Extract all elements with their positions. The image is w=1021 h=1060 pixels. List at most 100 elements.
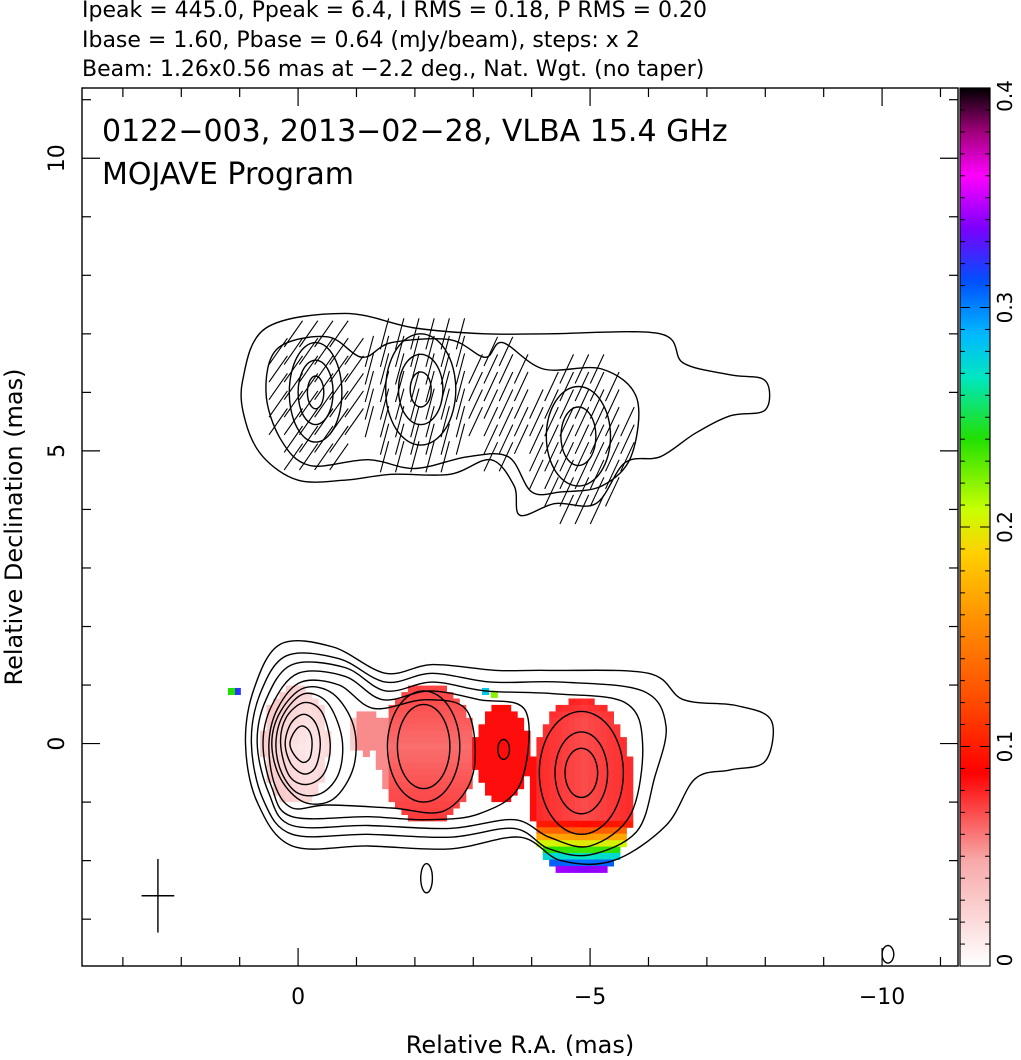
fracpol-pixel — [568, 743, 576, 751]
evpa-vector — [574, 406, 590, 437]
evpa-vector — [440, 423, 450, 455]
evpa-vector — [410, 353, 420, 385]
chart-title: 0122−003, 2013−02−28, VLBA 15.4 GHz — [102, 114, 728, 149]
fracpol-pixel — [427, 717, 435, 725]
axis-ticks: 0 −5 −10 0 5 10 — [45, 88, 958, 1010]
fracpol-pixel — [574, 788, 582, 796]
evpa-vector — [574, 441, 590, 472]
fracpol-pixel — [465, 750, 473, 757]
evpa-vector — [394, 335, 405, 368]
fracpol-pixel — [594, 704, 602, 712]
fracpol-pixel — [510, 775, 518, 783]
fracpol-pixel — [350, 717, 358, 725]
fracpol-pixel — [452, 801, 460, 809]
fracpol-pixel — [459, 737, 467, 745]
evpa-vector — [529, 389, 544, 419]
evpa-vector — [589, 406, 605, 437]
fracpol-pixel — [401, 692, 409, 700]
fracpol-pixel — [581, 859, 589, 867]
fracpol-pixel — [414, 795, 422, 803]
fracpol-pixel — [607, 827, 614, 835]
evpa-vector — [468, 354, 483, 384]
fracpol-pixel — [375, 762, 383, 770]
fracpol-pixel — [452, 775, 460, 783]
fracpol-pixel — [542, 820, 550, 828]
fracpol-pixel — [446, 717, 454, 725]
fracpol-pixel — [510, 762, 518, 770]
fracpol-pixel — [568, 814, 576, 822]
fracpol-pixel — [233, 687, 241, 695]
evpa-vector — [440, 353, 450, 385]
fracpol-pixel — [510, 717, 518, 725]
evpa-vector — [440, 318, 450, 350]
fracpol-pixel — [266, 769, 274, 777]
fracpol-pixel — [465, 775, 473, 783]
evpa-vector — [364, 335, 375, 368]
fracpol-pixel — [279, 743, 287, 751]
fracpol-pixel — [581, 698, 589, 706]
evpa-vector — [379, 353, 390, 385]
fracpol-pixel — [491, 724, 499, 732]
evpa-vector — [379, 370, 390, 403]
fracpol-pixel — [305, 788, 313, 796]
fracpol-pixel — [298, 756, 306, 764]
fracpol-pixel — [407, 762, 415, 770]
fracpol-pixel — [485, 750, 492, 757]
fracpol-pixel — [613, 743, 621, 751]
fracpol-pixel — [427, 750, 435, 757]
fracpol-pixel — [594, 795, 602, 803]
fracpol-pixel — [292, 711, 300, 719]
fracpol-pixel — [504, 743, 512, 751]
fracpol-pixel — [420, 704, 428, 712]
fracpol-pixel — [587, 833, 595, 841]
fracpol-pixel — [581, 750, 589, 757]
evpa-vector — [410, 423, 420, 455]
fracpol-pixel — [440, 685, 447, 693]
evpa-vector — [298, 408, 319, 436]
fracpol-pixel — [298, 795, 306, 803]
intensity-contour — [250, 652, 667, 857]
fracpol-pixel — [459, 743, 467, 751]
fracpol-pixel — [542, 814, 550, 822]
fracpol-pixel — [619, 795, 627, 803]
evpa-vector — [529, 459, 544, 490]
fracpol-pixel — [311, 711, 319, 719]
evpa-vector — [344, 390, 364, 418]
fracpol-pixel — [478, 769, 486, 777]
fracpol-pixel — [568, 756, 576, 764]
fracpol-pixel — [279, 795, 287, 803]
fracpol-pixel — [497, 724, 505, 732]
fracpol-pixel — [452, 730, 460, 738]
fracpol-pixel — [626, 820, 634, 828]
fracpol-pixel — [382, 717, 390, 725]
fracpol-pixel — [568, 737, 576, 745]
fracpol-pixel — [292, 756, 300, 764]
fracpol-pixel — [420, 814, 428, 822]
fracpol-pixel — [549, 743, 557, 751]
fracpol-pixel — [626, 769, 634, 777]
fracpol-pixel — [407, 775, 415, 783]
fracpol-pixel — [562, 782, 569, 790]
fracpol-pixel — [542, 769, 550, 777]
fracpol-pixel — [581, 788, 589, 796]
fracpol-pixel — [562, 717, 569, 725]
fracpol-pixel — [305, 769, 313, 777]
evpa-vector — [455, 353, 466, 385]
evpa-vector — [379, 388, 390, 420]
fracpol-pixel — [285, 743, 293, 751]
fracpol-pixel — [485, 788, 492, 796]
x-tick-label: 0 — [291, 985, 305, 1010]
fracpol-pixel — [517, 756, 525, 764]
fracpol-pixel — [562, 833, 569, 841]
fracpol-pixel — [581, 801, 589, 809]
evpa-vector — [498, 441, 514, 472]
evpa-vector — [283, 408, 304, 436]
fracpol-pixel — [369, 737, 377, 745]
fracpol-pixel — [420, 685, 428, 693]
evpa-vector — [605, 406, 620, 437]
evpa-vector — [455, 318, 466, 350]
evpa-vector — [589, 441, 605, 472]
fracpol-pixel — [285, 737, 293, 745]
fracpol-pixel — [433, 743, 441, 751]
evpa-vector — [329, 355, 349, 383]
